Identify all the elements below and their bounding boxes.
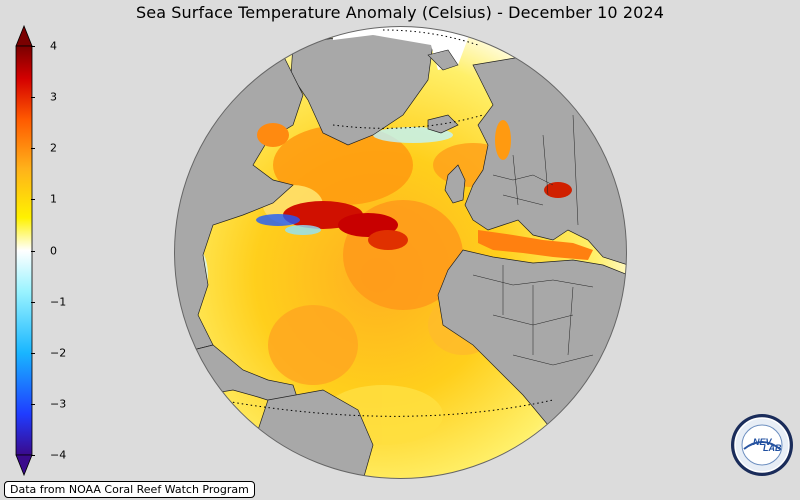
colorbar-tick-mark [31, 455, 35, 456]
colorbar-tick-label: −1 [50, 295, 67, 309]
latitude-line-north [332, 114, 484, 129]
colorbar-tick-label: 4 [50, 39, 57, 53]
colorbar-tick-mark [31, 352, 35, 354]
ocean-extreme-patch [283, 201, 408, 250]
svg-text:LAB: LAB [763, 443, 782, 453]
svg-text:NEV: NEV [753, 437, 773, 447]
colorbar-tick-label: −4 [50, 448, 67, 462]
europe-borders [492, 114, 579, 226]
colorbar-tick-label: 2 [50, 141, 57, 155]
colorbar-tick-mark [31, 403, 35, 405]
data-credit: Data from NOAA Coral Reef Watch Program [4, 481, 255, 498]
hudson-bay [257, 123, 289, 147]
colorbar-tick-label: 0 [50, 244, 57, 257]
colorbar: 4 3 2 1 0 −1 −2 −3 −4 [8, 18, 66, 483]
colorbar-tick-mark [31, 97, 35, 99]
black-sea [544, 182, 572, 198]
africa-borders [472, 265, 594, 366]
globe-outline [174, 26, 627, 479]
land-uk [444, 164, 466, 204]
colorbar-max-extend [15, 24, 33, 47]
land-iceland [427, 114, 459, 134]
colorbar-tick-mark [31, 301, 35, 303]
colorbar-tick-label: 1 [50, 192, 57, 206]
colorbar-bar [15, 45, 33, 456]
mediterranean-sea [478, 230, 593, 260]
colorbar-tick-label: −3 [50, 397, 67, 411]
nevlab-logo: NEV LAB [731, 414, 793, 476]
colorbar-tick-mark [31, 250, 35, 252]
colorbar-tick-mark [31, 148, 35, 150]
colorbar-tick-label: 3 [50, 90, 57, 104]
colorbar-tick-mark [31, 46, 35, 47]
map-title: Sea Surface Temperature Anomaly (Celsius… [136, 3, 664, 22]
land-svalbard [427, 49, 459, 71]
colorbar-tick-label: −2 [50, 346, 67, 360]
colorbar-tick-mark [31, 199, 35, 201]
latitude-line-arctic [382, 29, 479, 46]
baltic-sea [495, 120, 511, 160]
globe-map [174, 26, 627, 479]
colorbar-min-extend [15, 454, 33, 477]
